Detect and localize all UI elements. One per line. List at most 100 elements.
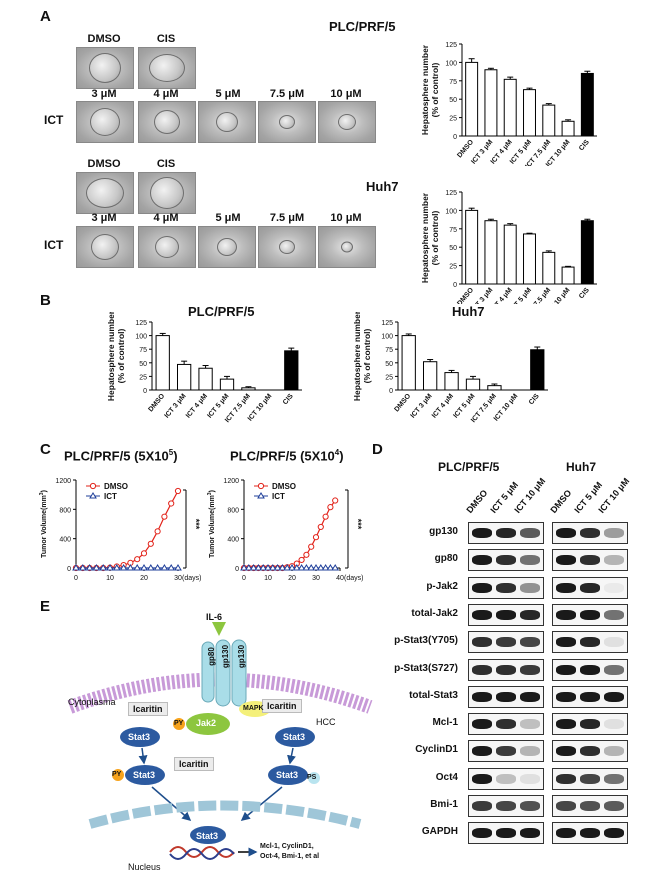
plc-band-2-2 (520, 582, 540, 593)
ps-label: PS (307, 774, 317, 781)
bar-6 (580, 72, 594, 137)
ict-point-3 (254, 564, 263, 571)
y-tick-label: 25 (449, 264, 457, 271)
bar-1 (177, 363, 192, 391)
y-tick-label: 125 (445, 42, 457, 49)
plc-band-10-1 (496, 801, 516, 811)
plc-dose-10-image (318, 101, 376, 143)
dmso-point-11 (147, 540, 154, 547)
blot-row-label-5: p-Stat3(S727) (394, 662, 458, 674)
y-tick-label: 800 (227, 507, 239, 514)
stat3-label-3: Stat3 (133, 770, 156, 780)
y-axis-label-1: Hepatosphere number (106, 312, 116, 401)
huh7-band-5-1 (580, 664, 600, 675)
panel-c-left-title-text: PLC/PRF/5 (5X10 (64, 448, 169, 464)
dna-strand (169, 846, 235, 858)
gp80-label: gp80 (206, 647, 216, 666)
pathway-schematic (67, 622, 373, 860)
plc-band-5-0 (472, 664, 492, 675)
blot-row-label-4: p-Stat3(Y705) (394, 635, 458, 647)
y-tick-label: 1200 (55, 478, 71, 485)
stat3-nuclear (190, 826, 226, 844)
ict-point-0 (240, 564, 248, 571)
plc-dose-3-label: 3 μM (91, 88, 117, 100)
il6-label: IL-6 (206, 612, 223, 622)
huh7-band-7-0 (556, 719, 576, 730)
plc-band-3-1 (496, 609, 516, 620)
huh7-band-0-0 (556, 528, 576, 538)
plc-dose-7-5-image (258, 101, 316, 143)
huh7-band-9-2 (604, 773, 624, 784)
y-tick-label: 75 (385, 347, 393, 354)
plc-dose-7-5-label: 7.5 μM (269, 88, 305, 100)
gp130-label-2: gp130 (237, 644, 247, 669)
y-tick-label: 100 (381, 334, 393, 341)
y-axis-label-1: Hepatosphere number (420, 192, 430, 283)
huh7-dose-5-image (198, 226, 256, 268)
category-label-6: CIS (528, 393, 541, 407)
x-tick-label: 0 (74, 575, 78, 582)
y-tick-label: 0 (453, 134, 457, 141)
panel-c-left-title-close: ) (173, 448, 178, 464)
huh7-band-1-1 (580, 555, 600, 566)
huh7-band-8-0 (556, 746, 576, 757)
icaritin-box-1: Icaritin (128, 702, 168, 716)
blot-row-label-9: Oct4 (435, 771, 458, 783)
blot-row-label-7: Mcl-1 (432, 717, 458, 729)
plc-band-1-1 (496, 555, 516, 566)
huh7-band-0-2 (604, 528, 624, 538)
plc-band-10-2 (520, 801, 540, 811)
category-label-6: CIS (282, 393, 295, 407)
dmso-point-12 (154, 528, 161, 535)
plc-blot-strip-8 (468, 740, 544, 763)
dmso-point-15 (312, 534, 320, 541)
huh7-blot-strip-10 (552, 795, 628, 817)
huh7-band-8-2 (604, 746, 624, 757)
bar-2 (198, 367, 213, 391)
x-tick-label: 30 (312, 575, 320, 582)
sig-label: *** (353, 519, 363, 530)
ict-point-11 (292, 564, 301, 571)
ict-point-9 (283, 564, 292, 571)
legend-ict-marker (89, 492, 97, 499)
huh7-dose-10-label: 10 μM (330, 212, 362, 224)
stat3-label-1: Stat3 (128, 732, 151, 742)
ict-point-17 (321, 564, 330, 571)
plc-band-2-1 (496, 582, 516, 593)
y-tick-label: 125 (381, 320, 393, 327)
ict-point-2 (249, 564, 258, 571)
plc-column-2: ICT 10 μM (512, 476, 548, 515)
targets-line1: Mcl-1, CyclinD1, (260, 843, 314, 850)
plc-blot-strip-4 (468, 631, 544, 654)
ict-point-7 (119, 564, 128, 571)
plc-dmso-label: DMSO (87, 33, 121, 45)
category-label-6: CIS (578, 139, 591, 153)
huh7-band-0-1 (580, 528, 600, 538)
huh7-blot-strip-1 (552, 549, 628, 572)
panel-d-plc-title: PLC/PRF/5 (438, 460, 500, 474)
huh7-band-6-0 (556, 691, 576, 702)
ict-point-4 (99, 564, 108, 571)
category-label-6: CIS (578, 287, 591, 301)
huh7-band-3-2 (604, 609, 624, 620)
bar-6 (530, 349, 545, 391)
stat3-label-5: Stat3 (196, 831, 219, 841)
dmso-point-16 (317, 523, 324, 531)
plc-band-0-2 (520, 528, 540, 538)
plc-band-7-2 (520, 719, 540, 730)
huh7-band-7-2 (604, 719, 624, 730)
huh7-band-4-2 (604, 637, 624, 648)
bar-3 (465, 378, 481, 391)
dmso-point-13 (303, 551, 310, 558)
huh7-band-11-0 (556, 828, 576, 839)
ict-point-0 (72, 564, 80, 571)
ict-point-5 (106, 564, 114, 571)
bar-5 (561, 266, 575, 285)
panel-e-letter: E (40, 598, 51, 615)
plc-band-8-2 (520, 746, 540, 757)
panel-c-left-title: PLC/PRF/5 (5X105) (64, 448, 178, 463)
x-tick-label: 10 (106, 575, 114, 582)
blot-row-label-0: gp130 (429, 526, 458, 537)
plc-blot-strip-1 (468, 549, 544, 572)
